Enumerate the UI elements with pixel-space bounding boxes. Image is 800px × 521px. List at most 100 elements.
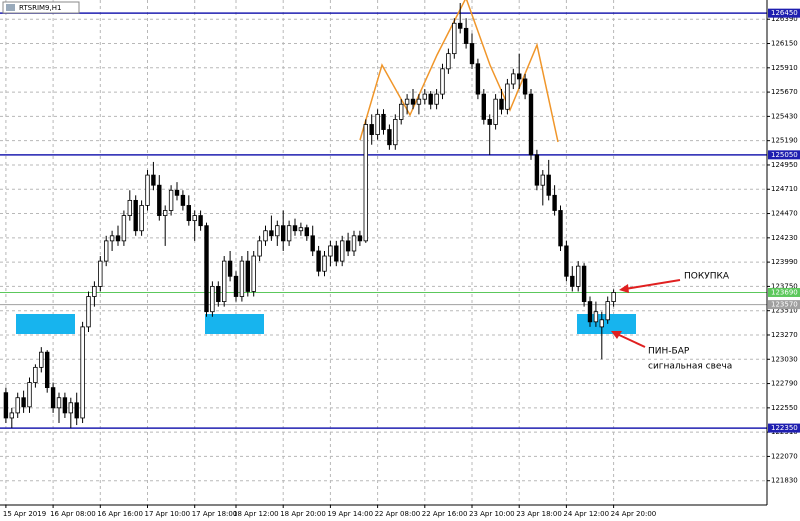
y-tick-label: 124230 [771, 234, 798, 242]
title-box [2, 1, 80, 14]
candle-body [15, 397, 20, 414]
candle-body [404, 98, 410, 105]
candle-body [522, 78, 528, 95]
candle-body [328, 245, 333, 257]
candle-body [162, 210, 168, 216]
candle-body [605, 301, 610, 321]
candle-body [457, 22, 463, 29]
candle-body [593, 311, 599, 323]
x-tick-label: 17 Apr 18:00 [192, 510, 238, 518]
candle-body [316, 250, 321, 272]
candle-body [546, 174, 551, 196]
y-tick-label: 123990 [771, 258, 798, 266]
annotation: сигнальная свеча [648, 362, 732, 372]
plot [0, 0, 767, 505]
y-tick-label: 125670 [771, 88, 798, 96]
candle-body [68, 402, 73, 414]
candle-body [611, 292, 616, 302]
candle-body [428, 93, 433, 105]
pattern-line [359, 0, 559, 143]
candle-body [257, 240, 262, 257]
candle-body [280, 225, 286, 242]
candle-body [398, 103, 404, 120]
level-label-bg [768, 8, 800, 18]
y-tick-label: 122070 [771, 452, 798, 460]
candle-body [292, 225, 298, 232]
candle-body [180, 194, 186, 206]
y-tick-label: 125190 [771, 137, 798, 145]
candle-body [369, 124, 374, 135]
candle-body [50, 387, 56, 409]
candle-body [263, 230, 268, 242]
candle-body [56, 397, 62, 409]
arrow [616, 333, 646, 348]
candle-body [452, 22, 457, 55]
candle-body [351, 235, 357, 252]
candle-body [192, 215, 197, 222]
y-tick-label: 123510 [771, 307, 798, 315]
zone [205, 314, 264, 334]
candle-body [115, 235, 121, 242]
candle-body [127, 199, 132, 216]
candle-body [269, 230, 274, 237]
chart-title: RTSRIM9,H1 [19, 4, 61, 12]
candle-body [151, 174, 156, 186]
candle-body [186, 205, 191, 222]
candle-body [133, 199, 138, 232]
candle-body [204, 225, 209, 313]
y-tick-label: 126150 [771, 40, 798, 48]
y-tick-label: 122790 [771, 380, 798, 388]
candle-body [86, 296, 91, 328]
candle-body [481, 93, 486, 120]
candle-body [104, 240, 109, 262]
candle-body [121, 215, 127, 242]
x-tick-label: 17 Apr 10:00 [145, 510, 191, 518]
level-label-bg [768, 150, 800, 160]
x-tick-label: 24 Apr 20:00 [611, 510, 657, 518]
level-label: 125050 [771, 151, 798, 159]
candle-body [310, 235, 315, 252]
y-tick-label: 125910 [771, 64, 798, 72]
candle-body [581, 265, 587, 302]
candle-body [570, 275, 575, 287]
candle-body [469, 43, 475, 65]
y-tick-label: 124950 [771, 161, 798, 169]
candle-body [62, 397, 68, 414]
y-tick-label: 123030 [771, 355, 798, 363]
candle-body [440, 68, 445, 95]
level-label: 123570 [771, 301, 798, 309]
candle-body [245, 260, 250, 292]
candle-body [528, 93, 534, 156]
x-tick-label: 22 Apr 16:00 [422, 510, 468, 518]
candle-body [275, 225, 280, 237]
candle-body [475, 63, 481, 95]
y-tick-label: 124470 [771, 210, 798, 218]
candle-body [145, 174, 150, 206]
x-tick-label: 15 Apr 2019 [3, 510, 46, 518]
candle-body [109, 235, 115, 242]
x-tick-label: 18 Apr 12:00 [233, 510, 279, 518]
candle-body [33, 366, 38, 383]
candle-body [540, 174, 545, 186]
x-tick-label: 19 Apr 14:00 [327, 510, 373, 518]
y-tick-label: 125430 [771, 112, 798, 120]
candle-body [198, 215, 203, 227]
candle-body [416, 98, 422, 105]
candle-body [216, 286, 221, 302]
candle-body [499, 98, 504, 110]
x-tick-label: 16 Apr 08:00 [50, 510, 96, 518]
candle-body [45, 351, 50, 389]
candle-body [80, 326, 85, 419]
level-label: 126450 [771, 9, 798, 17]
candle-body [322, 255, 327, 272]
candle-body [92, 286, 97, 297]
candle-body [463, 27, 469, 44]
level-label-bg [768, 423, 800, 433]
annotation: ПИН-БАР [648, 347, 690, 357]
candle-body [168, 189, 174, 211]
candle-body [233, 275, 239, 297]
candle-body [27, 382, 32, 408]
y-tick-label: 122550 [771, 404, 798, 412]
candle-body [564, 245, 569, 277]
